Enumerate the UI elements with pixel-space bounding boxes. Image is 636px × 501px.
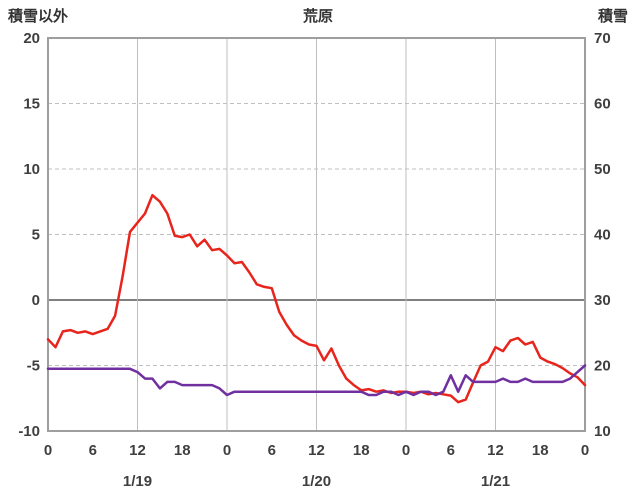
x-axis-tick-label: 18 (532, 442, 549, 459)
right-axis-tick-label: 20 (594, 358, 611, 375)
left-axis-title: 積雪以外 (8, 8, 69, 25)
plot-border (47, 37, 586, 432)
x-axis-tick-label: 12 (487, 442, 504, 459)
left-axis-tick-label: -5 (27, 358, 40, 375)
x-axis-tick-label: 12 (308, 442, 325, 459)
x-axis-day-label: 1/19 (123, 473, 152, 490)
right-axis-tick-label: 70 (594, 30, 611, 47)
x-axis-tick-label: 6 (89, 442, 97, 459)
x-axis-tick-label: 0 (44, 442, 52, 459)
left-axis-tick-label: 15 (23, 96, 40, 113)
right-axis-title: 積雪 (597, 8, 628, 25)
left-axis-tick-label: 5 (32, 227, 40, 244)
right-axis-tick-label: 50 (594, 161, 611, 178)
red-line (46, 193, 587, 404)
chart-title: 荒原 (302, 8, 333, 25)
x-axis-day-label: 1/21 (481, 473, 510, 490)
x-axis-tick-label: 0 (581, 442, 589, 459)
right-axis-tick-label: 10 (594, 423, 611, 440)
right-axis-tick-label: 30 (594, 292, 611, 309)
left-axis-tick-label: 10 (23, 161, 40, 178)
left-axis-tick-label: 20 (23, 30, 40, 47)
x-axis-day-label: 1/20 (302, 473, 331, 490)
x-axis-tick-label: 12 (129, 442, 146, 459)
right-axis-tick-label: 60 (594, 96, 611, 113)
x-axis-tick-label: 0 (223, 442, 231, 459)
x-axis-tick-label: 18 (174, 442, 191, 459)
x-axis-tick-label: 18 (353, 442, 370, 459)
x-axis-tick-label: 6 (268, 442, 276, 459)
purple-line (46, 364, 587, 397)
right-axis-tick-label: 40 (594, 227, 611, 244)
x-axis-tick-label: 0 (402, 442, 410, 459)
left-axis-tick-label: 0 (32, 292, 40, 309)
left-axis-tick-label: -10 (18, 423, 40, 440)
x-axis-tick-label: 6 (447, 442, 455, 459)
